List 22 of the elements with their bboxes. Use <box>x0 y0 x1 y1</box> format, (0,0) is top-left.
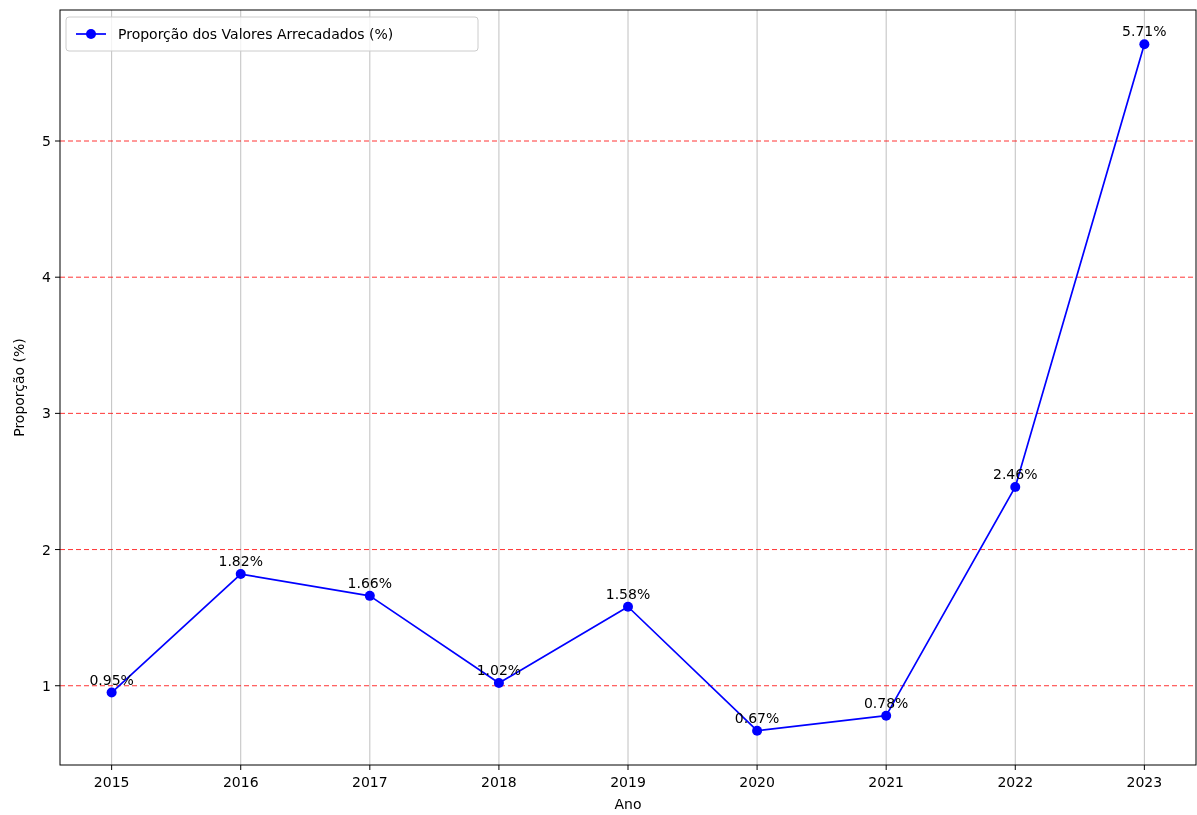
data-label: 1.82% <box>218 553 263 570</box>
data-label: 1.66% <box>347 574 393 591</box>
legend-label: Proporção dos Valores Arrecadados (%) <box>118 26 394 42</box>
x-tick-label: 2017 <box>352 774 388 790</box>
x-tick-label: 2020 <box>739 774 775 790</box>
y-tick-label: 2 <box>42 541 51 558</box>
x-tick-label: 2022 <box>997 774 1034 790</box>
x-tick-label: 2021 <box>868 774 904 790</box>
y-tick-label: 3 <box>42 405 51 422</box>
x-tick-label: 2018 <box>481 774 517 790</box>
x-tick-label: 2015 <box>93 774 130 790</box>
data-label: 5.71% <box>1122 23 1167 40</box>
y-tick-label: 4 <box>42 269 52 286</box>
x-tick-label: 2019 <box>610 774 646 790</box>
data-label: 1.58% <box>605 585 651 602</box>
data-label: 1.02% <box>476 662 522 679</box>
x-axis-title: Ano <box>614 796 642 812</box>
x-tick-label: 2016 <box>222 774 259 790</box>
x-tick-label: 2023 <box>1126 774 1163 790</box>
y-axis-title: Proporção (%) <box>11 338 27 437</box>
y-tick-label: 1 <box>42 677 51 694</box>
y-tick-label: 5 <box>42 133 51 150</box>
